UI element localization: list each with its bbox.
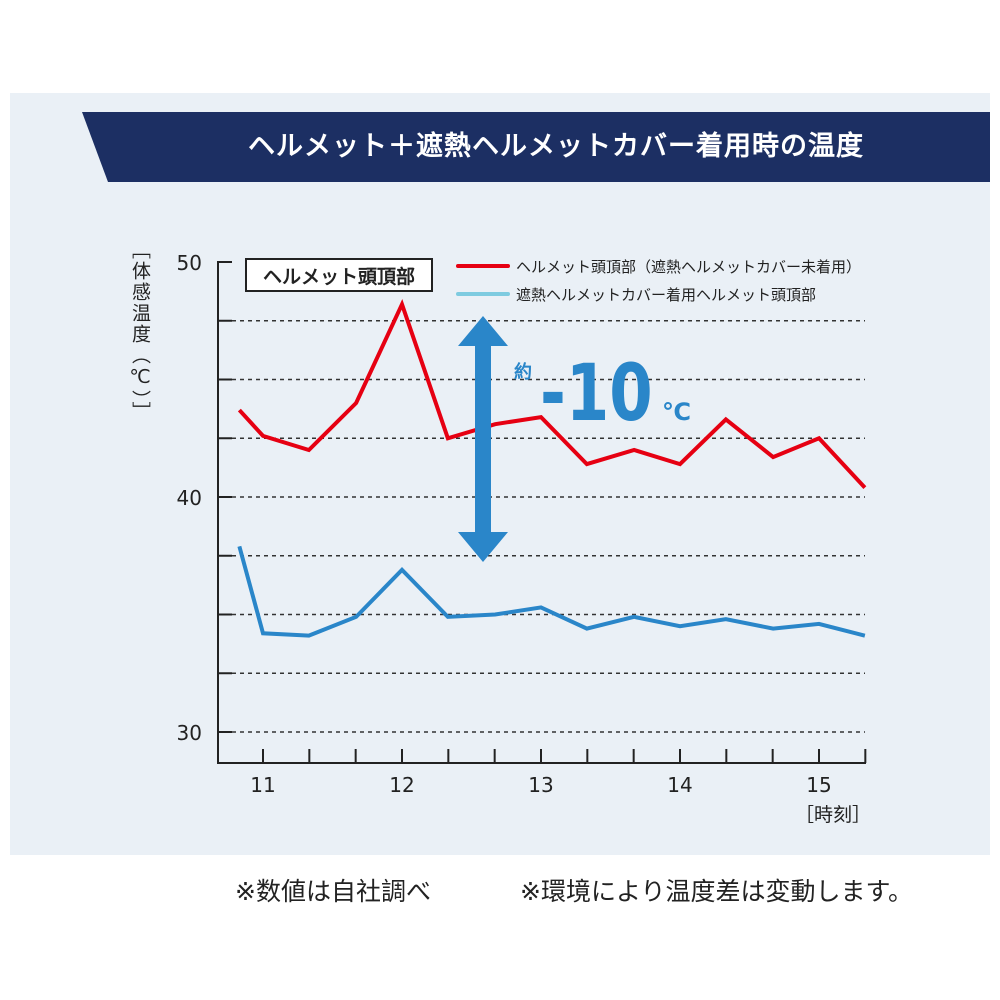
annotation-value-group: -10 <box>540 347 653 439</box>
double-arrow <box>458 316 508 562</box>
annotation-value: -10 <box>540 347 653 439</box>
x-tick-label: 15 <box>806 773 831 797</box>
note-variation: ※環境により温度差は変動します。 <box>520 877 913 906</box>
x-tick-label: 11 <box>250 773 275 797</box>
legend-label: ヘルメット頭頂部（遮熱ヘルメットカバー未着用） <box>516 258 861 276</box>
title-banner: ヘルメット＋遮熱ヘルメットカバー着用時の温度 <box>82 112 990 182</box>
y-axis-label: ［体感温度（℃）］ <box>129 240 151 423</box>
chart-panel <box>10 93 990 855</box>
y-tick-label: 30 <box>177 721 202 745</box>
y-tick-label: 40 <box>177 486 202 510</box>
annotation-prefix: 約 <box>514 361 532 383</box>
note-source: ※数値は自社調べ <box>235 877 431 906</box>
x-tick-label: 14 <box>667 773 692 797</box>
panel-label: ヘルメット頭頂部 <box>263 265 415 288</box>
x-tick-label: 12 <box>389 773 414 797</box>
series-line-1 <box>237 545 866 638</box>
annotation-unit: ℃ <box>662 398 691 426</box>
y-tick-label: 50 <box>177 251 202 275</box>
legend-label: 遮熱ヘルメットカバー着用ヘルメット頭頂部 <box>516 286 816 304</box>
chart-title: ヘルメット＋遮熱ヘルメットカバー着用時の温度 <box>248 131 864 162</box>
panel-label-box <box>245 258 433 292</box>
x-axis-label: ［時刻］ <box>795 804 872 826</box>
x-tick-label: 13 <box>528 773 553 797</box>
